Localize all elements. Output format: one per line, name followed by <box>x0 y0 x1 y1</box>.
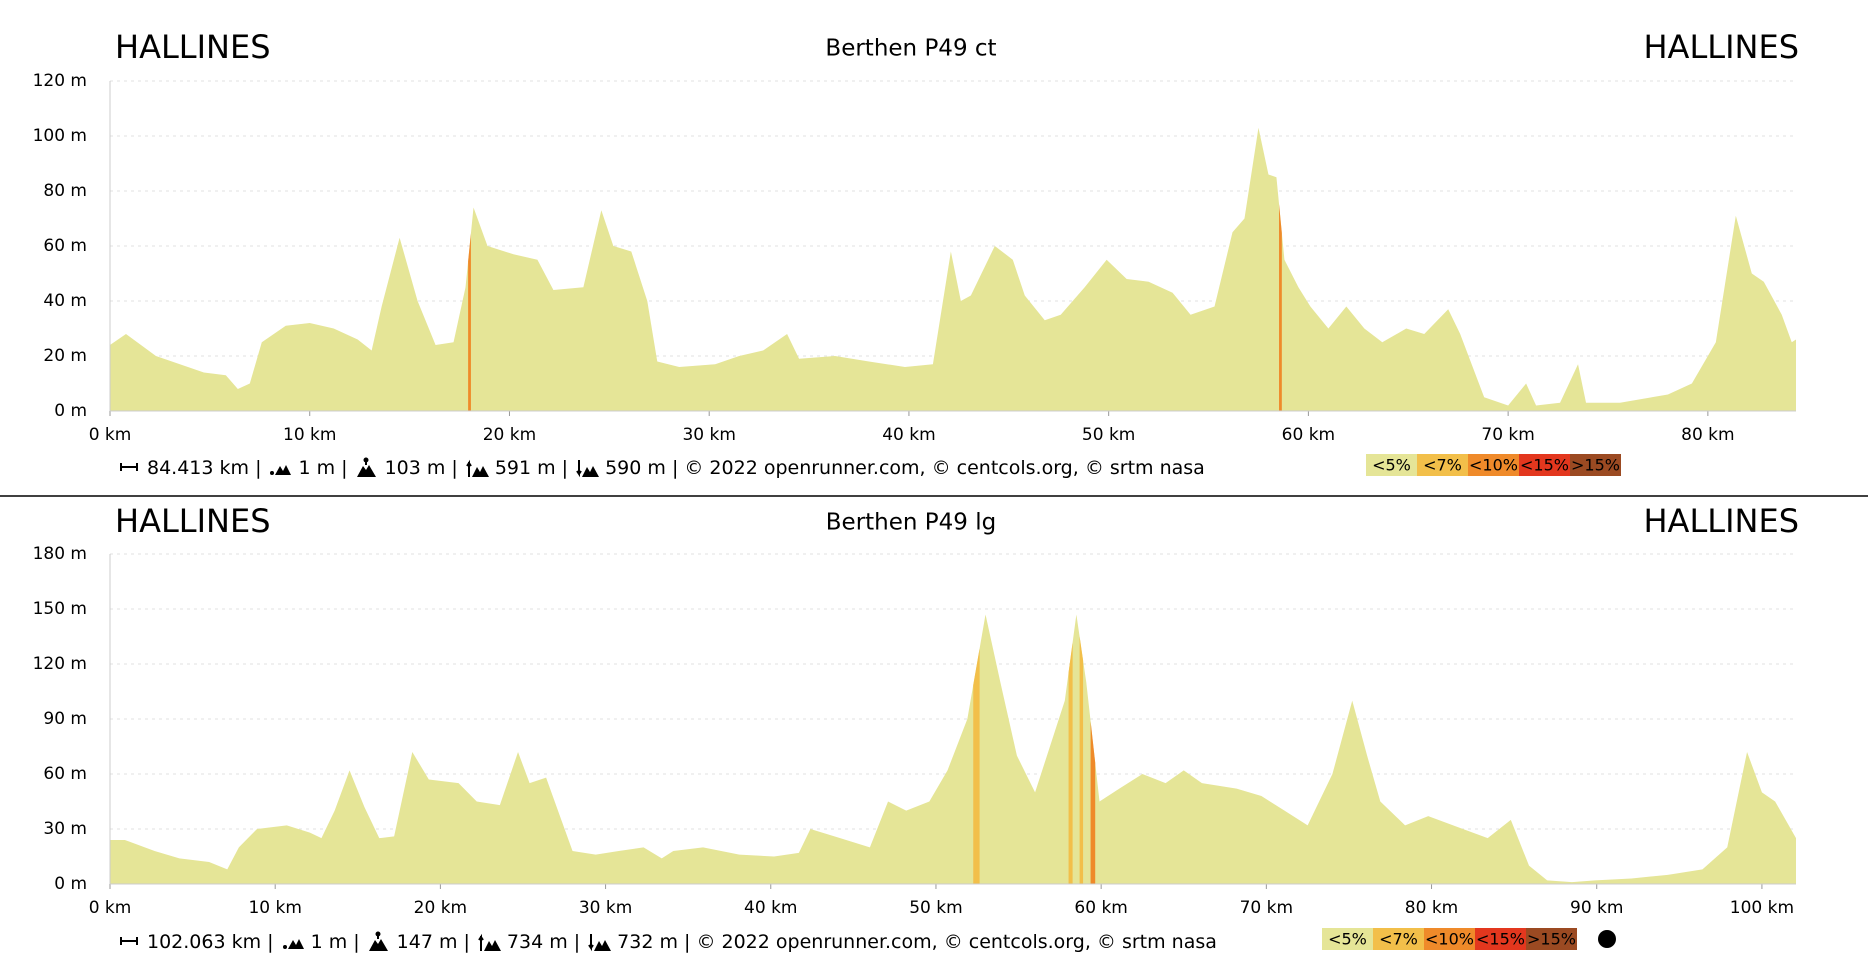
stat-text: 734 m | <box>506 931 581 953</box>
y-tick-label: 0 m <box>54 874 87 894</box>
stat-text: 591 m | <box>494 457 569 479</box>
stat-icon <box>282 939 304 949</box>
x-tick-label: 70 km <box>1481 425 1534 445</box>
marker-dot <box>1598 930 1616 948</box>
y-tick-label: 150 m <box>33 599 87 619</box>
stat-text: 147 m | <box>396 931 470 953</box>
y-tick-label: 80 m <box>43 181 87 201</box>
grade-stripe <box>973 648 980 884</box>
stat-icon <box>270 465 292 475</box>
legend-label: >15% <box>1527 930 1576 949</box>
x-tick-label: 90 km <box>1570 898 1623 918</box>
y-tick-label: 60 m <box>43 236 87 256</box>
legend-label: >15% <box>1571 456 1620 475</box>
x-tick-label: 60 km <box>1074 898 1127 918</box>
grade-stripe <box>1279 204 1282 411</box>
y-tick-label: 20 m <box>43 346 87 366</box>
stats-line: 84.413 km | 1 m | 103 m | 591 m | 590 m | © … <box>118 455 1213 481</box>
y-tick-label: 40 m <box>43 291 87 311</box>
legend-swatch <box>1373 928 1424 950</box>
legend-label: <5% <box>1328 930 1367 949</box>
x-tick-label: 40 km <box>882 425 935 445</box>
x-tick-label: 0 km <box>89 898 132 918</box>
x-tick-label: 60 km <box>1282 425 1335 445</box>
x-tick-label: 80 km <box>1681 425 1734 445</box>
stat-icon <box>478 933 501 951</box>
legend-label: <15% <box>1476 930 1525 949</box>
legend-swatch <box>1417 454 1468 476</box>
legend-label: <10% <box>1469 456 1518 475</box>
legend-swatch <box>1526 928 1577 950</box>
grade-stripe <box>1079 636 1084 884</box>
x-tick-label: 70 km <box>1240 898 1293 918</box>
legend-swatch <box>1322 928 1373 950</box>
x-tick-label: 10 km <box>283 425 336 445</box>
legend-label: <5% <box>1372 456 1411 475</box>
x-tick-label: 10 km <box>248 898 301 918</box>
stat-icon <box>368 931 388 951</box>
stat-icon <box>576 460 600 478</box>
x-tick-label: 50 km <box>909 898 962 918</box>
chart-title: Berthen P49 ct <box>825 36 996 62</box>
legend-swatch <box>1570 454 1621 476</box>
legend-label: <7% <box>1423 456 1462 475</box>
stat-icon <box>588 934 612 952</box>
stat-text: 1 m | <box>310 931 360 953</box>
stat-icon <box>465 459 489 477</box>
y-tick-label: 60 m <box>43 764 87 784</box>
stat-icon <box>120 463 138 471</box>
legend-label: <7% <box>1379 930 1418 949</box>
x-tick-label: 80 km <box>1405 898 1458 918</box>
y-tick-label: 120 m <box>33 71 87 91</box>
legend-swatch <box>1366 454 1417 476</box>
y-tick-label: 180 m <box>33 544 87 564</box>
stat-text: 732 m | © 2022 openrunner.com, © centcol… <box>617 931 1217 953</box>
x-tick-label: 30 km <box>682 425 735 445</box>
stats-line: 102.063 km | 1 m | 147 m | 734 m | 732 m | ©… <box>118 929 1225 955</box>
grade-stripe <box>468 233 471 411</box>
legend-swatch <box>1468 454 1519 476</box>
grade-stripe <box>1068 642 1073 884</box>
y-tick-label: 0 m <box>54 401 87 421</box>
stat-text: 102.063 km | <box>147 931 274 953</box>
y-tick-label: 30 m <box>43 819 87 839</box>
start-label: HALLINES <box>115 502 271 540</box>
stat-text: 590 m | © 2022 openrunner.com, © centcol… <box>605 457 1205 479</box>
stat-icon <box>356 457 376 477</box>
stat-text: 1 m | <box>298 457 348 479</box>
y-tick-label: 100 m <box>33 126 87 146</box>
y-tick-label: 120 m <box>33 654 87 674</box>
elevation-area <box>110 127 1796 411</box>
x-tick-label: 20 km <box>414 898 467 918</box>
legend-label: <10% <box>1425 930 1474 949</box>
elevation-area <box>110 614 1796 884</box>
start-label: HALLINES <box>115 28 271 66</box>
legend-swatch <box>1424 928 1475 950</box>
x-tick-label: 40 km <box>744 898 797 918</box>
x-tick-label: 100 km <box>1730 898 1794 918</box>
stat-text: 103 m | <box>384 457 458 479</box>
x-tick-label: 0 km <box>89 425 132 445</box>
stat-text: 84.413 km | <box>147 457 262 479</box>
end-label: HALLINES <box>1643 502 1799 540</box>
chart-title: Berthen P49 lg <box>826 510 996 536</box>
grade-stripe <box>1090 721 1096 884</box>
end-label: HALLINES <box>1643 28 1799 66</box>
stat-icon <box>120 937 138 945</box>
legend-label: <15% <box>1520 456 1569 475</box>
x-tick-label: 50 km <box>1082 425 1135 445</box>
legend-swatch <box>1519 454 1570 476</box>
y-tick-label: 90 m <box>43 709 87 729</box>
x-tick-label: 20 km <box>483 425 536 445</box>
x-tick-label: 30 km <box>579 898 632 918</box>
legend-swatch <box>1475 928 1526 950</box>
